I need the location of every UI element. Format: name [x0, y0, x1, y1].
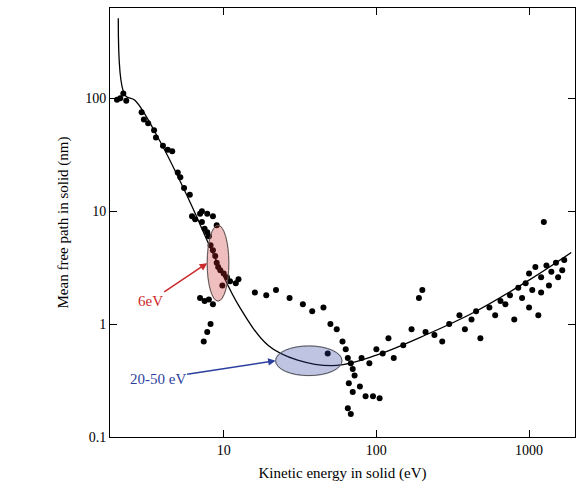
svg-text:100: 100 — [366, 443, 387, 458]
svg-text:Mean free path in solid (nm): Mean free path in solid (nm) — [55, 136, 72, 308]
svg-text:6eV: 6eV — [138, 293, 163, 309]
svg-text:20-50 eV: 20-50 eV — [130, 371, 186, 387]
svg-text:0.1: 0.1 — [89, 430, 107, 445]
svg-text:1000: 1000 — [515, 443, 543, 458]
svg-text:1: 1 — [99, 317, 106, 332]
svg-text:Kinetic energy in solid (eV): Kinetic energy in solid (eV) — [258, 465, 426, 482]
svg-text:10: 10 — [92, 204, 106, 219]
svg-text:10: 10 — [217, 443, 231, 458]
svg-text:100: 100 — [85, 91, 106, 106]
